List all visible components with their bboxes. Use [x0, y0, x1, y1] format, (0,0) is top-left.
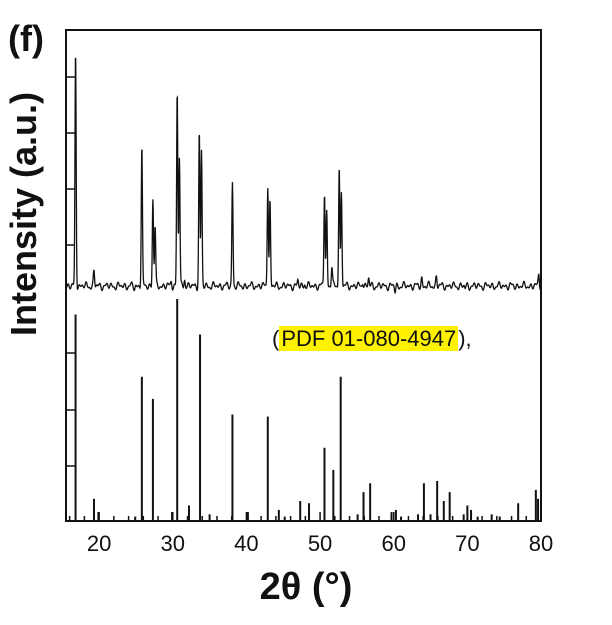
measured-pattern-group [65, 57, 542, 295]
axes-group [65, 29, 542, 522]
pdf-card-highlight: PDF 01-080-4947 [279, 326, 459, 351]
panel-label: (f) [8, 18, 44, 59]
x-tick-label-50: 50 [308, 531, 332, 556]
reference-sticks-group [74, 299, 540, 521]
x-tick-label-30: 30 [161, 531, 185, 556]
x-tick-label-70: 70 [455, 531, 479, 556]
x-axis-label: 2θ (°) [259, 566, 353, 608]
x-tick-label-40: 40 [234, 531, 258, 556]
reference-annotation: (PDF 01-080-4947), [272, 326, 472, 352]
annotation-open: ( [272, 326, 280, 351]
x-tick-label-80: 80 [529, 531, 553, 556]
x-tick-label-60: 60 [381, 531, 405, 556]
x-tick-label-20: 20 [87, 531, 111, 556]
plot-frame [65, 29, 542, 522]
annotation-close: ), [458, 326, 472, 351]
ticks-group: 20 30 40 50 60 70 80 [66, 76, 553, 556]
measured-pattern-line [65, 57, 542, 295]
